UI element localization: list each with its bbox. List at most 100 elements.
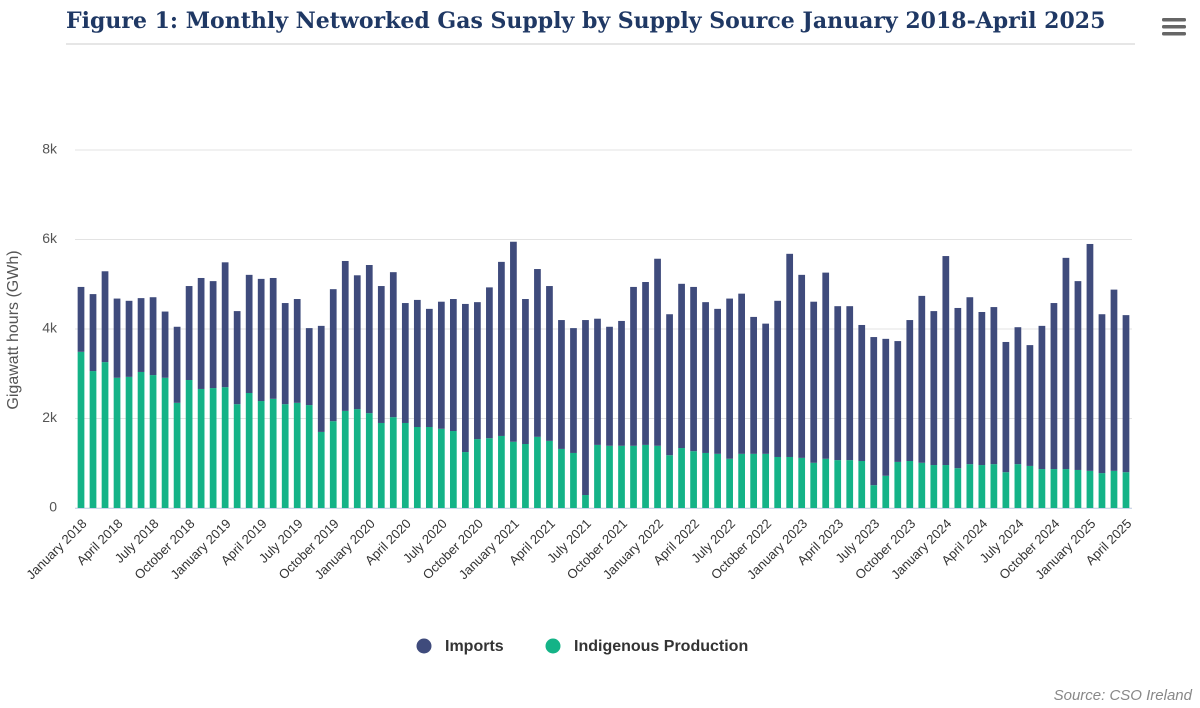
bar-segment [413,427,421,508]
bar-segment [918,295,926,463]
bar-segment [1122,472,1130,508]
bar-segment [77,351,85,508]
bar-segment [137,298,145,372]
bar-segment [702,302,709,453]
bar-segment [798,457,806,508]
legend-item: Indigenous Production [545,638,748,655]
bar-segment [1050,469,1058,508]
bar-segment [149,297,157,376]
bar-segment [1122,315,1130,473]
bar-segment [894,341,902,462]
bar-segment [522,444,529,508]
bar-segment [594,318,601,445]
bar-segment [870,485,878,508]
y-tick-label: 6k [42,230,58,246]
bar-segment [786,253,794,457]
bar-segment [281,303,289,405]
bar-segment [89,294,97,372]
bar-segment [161,311,169,378]
bar-segment [930,465,938,508]
bar-segment [101,362,109,508]
bar-segment [1062,469,1070,508]
bar-segment [762,453,770,508]
bar-segment [498,261,505,436]
bar-segment [930,311,938,466]
chart-title: Figure 1: Monthly Networked Gas Supply b… [66,8,1105,34]
legend-label: Indigenous Production [574,638,748,655]
bar-segment [329,289,337,422]
bar-segment [1002,472,1010,508]
bar-segment [293,402,301,508]
bar-segment [209,281,217,389]
bar-segment [389,272,397,418]
bar-segment [882,475,890,508]
bar-segment [966,297,974,465]
bar-segment [1110,470,1118,508]
bar-segment [894,461,902,508]
bar-segment [870,337,878,486]
bar-segment [642,444,649,508]
bar-segment [822,272,830,459]
bar-segment [642,282,649,445]
legend-item: Imports [416,638,504,655]
bar-segment [161,377,169,508]
bar-segment [462,303,469,453]
bar-segment [534,269,541,437]
bar-segment [714,308,721,454]
bar-segment [317,325,325,432]
bar-segment [1074,469,1082,508]
bar-segment [678,448,685,508]
bar-segment [1062,257,1070,470]
bar-segment [77,286,85,352]
bar-segment [738,293,745,454]
bar-segment [377,422,385,508]
bar-segment [149,375,157,508]
bar-segment [1074,281,1082,470]
bar-segment [221,262,229,388]
bar-segment [125,376,133,508]
bar-segment [233,311,241,405]
bar-segment [750,316,758,454]
bar-segment [726,298,733,459]
bar-segment [437,301,445,429]
bar-segment [942,465,950,508]
bar-segment [305,328,313,406]
bar-segment [269,398,277,508]
bar-segment [1086,470,1094,508]
bar-segment [173,326,181,403]
bar-segment [317,431,325,508]
bar-segment [990,307,998,465]
bar-segment [137,371,145,508]
bar-segment [918,462,926,508]
bar-segment [630,445,637,508]
bar-segment [690,451,697,508]
bar-segment [654,445,661,508]
bar-segment [89,371,97,508]
bar-segment [1098,473,1106,508]
bar-segment [245,392,253,508]
bar-segment [377,286,385,423]
bar-segment [113,298,121,378]
bar-segment [858,324,866,462]
bar-segment [1026,345,1034,466]
bar-segment [726,458,733,508]
bar-segment [510,241,517,442]
bar-segment [1014,327,1022,465]
menu-button[interactable] [1162,18,1186,36]
bar-segment [618,320,625,446]
bar-segment [389,417,397,508]
bar-segment [978,311,986,466]
bar-segment [353,275,361,410]
bar-segment [582,320,589,496]
bar-segment [810,462,818,508]
menu-bar[interactable] [1162,18,1186,22]
bar-segment [798,274,806,458]
bar-segment [786,456,794,508]
menu-bar[interactable] [1162,32,1186,36]
bar-segment [197,277,205,389]
menu-bar[interactable] [1162,25,1186,29]
bar-segment [558,448,565,508]
bar-segment [1026,465,1034,508]
bar-segment [978,465,986,508]
bar-segment [173,402,181,508]
